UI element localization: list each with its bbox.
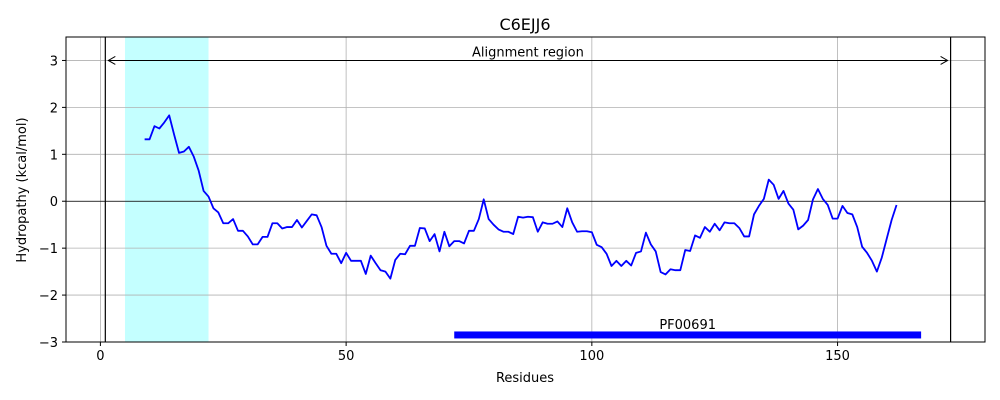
y-tick-label: 3 bbox=[50, 54, 58, 69]
alignment-arrow-right-head bbox=[940, 56, 949, 65]
x-tick-label: 50 bbox=[338, 349, 355, 364]
shaded-region bbox=[124, 37, 209, 342]
alignment-arrow-left-head bbox=[107, 56, 116, 65]
x-tick-label: 100 bbox=[579, 349, 604, 364]
domain-bar bbox=[454, 331, 922, 339]
y-tick-label: −1 bbox=[39, 242, 58, 257]
y-tick-label: 2 bbox=[50, 101, 58, 116]
chart-title: C6EJJ6 bbox=[499, 15, 550, 34]
axes-frame bbox=[65, 36, 986, 343]
x-tick-label: 0 bbox=[96, 349, 104, 364]
y-axis-label: Hydropathy (kcal/mol) bbox=[15, 117, 30, 262]
domain-bar-label: PF00691 bbox=[659, 318, 716, 333]
y-tick-label: −3 bbox=[39, 336, 58, 351]
y-tick-label: 0 bbox=[50, 195, 58, 210]
x-tick-label: 150 bbox=[825, 349, 850, 364]
hydropathy-series-line bbox=[144, 114, 898, 280]
y-tick-label: −2 bbox=[39, 289, 58, 304]
x-axis-label: Residues bbox=[496, 371, 554, 386]
plot-area bbox=[62, 36, 986, 346]
alignment-region-label: Alignment region bbox=[472, 45, 584, 60]
y-tick-label: 1 bbox=[50, 148, 58, 163]
